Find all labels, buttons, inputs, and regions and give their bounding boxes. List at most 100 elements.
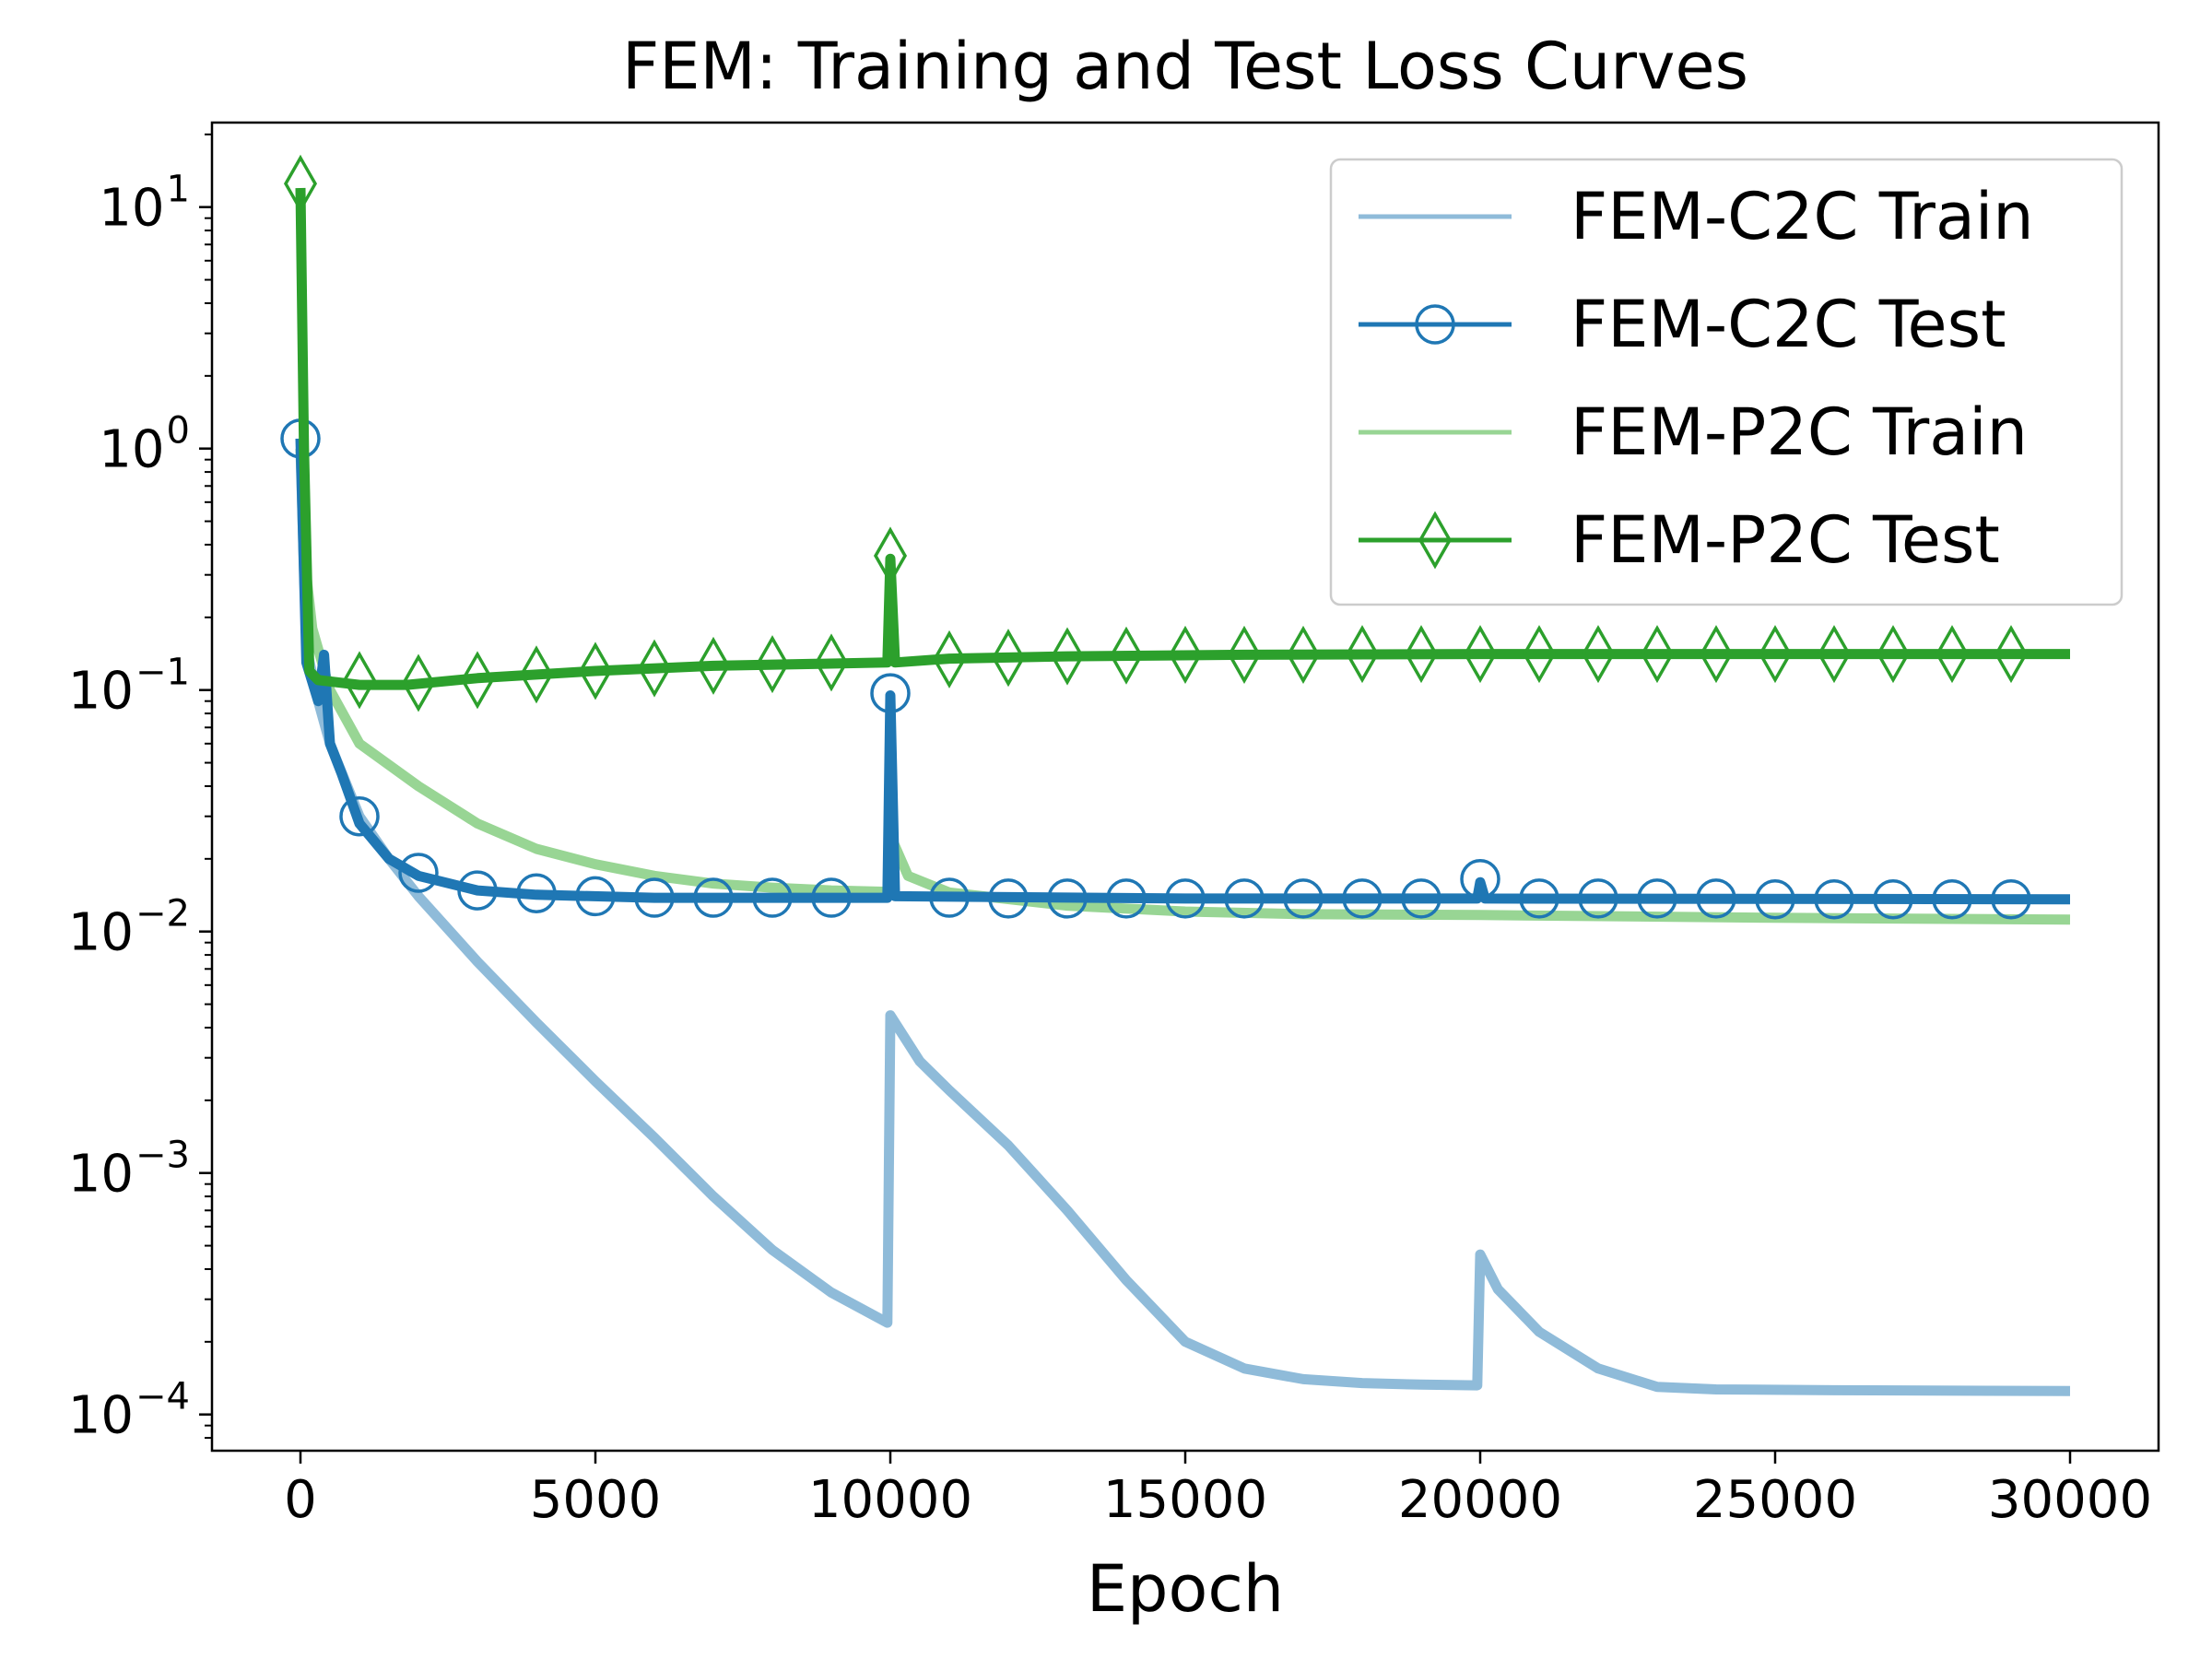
- data-point-circle: [1106, 878, 1147, 919]
- data-point-circle: [988, 878, 1029, 919]
- legend-label: FEM-P2C Test: [1571, 502, 2000, 578]
- data-point-circle: [575, 876, 616, 917]
- data-point-diamond: [1050, 627, 1085, 686]
- x-tick-label: 10000: [808, 1470, 972, 1530]
- y-tick-label: 10 −2: [68, 893, 190, 963]
- data-point-diamond: [1109, 626, 1144, 685]
- data-point-circle: [339, 795, 380, 837]
- data-point-circle: [1873, 878, 1913, 920]
- x-tick-label: 15000: [1103, 1470, 1267, 1530]
- data-point-circle: [1637, 878, 1677, 919]
- series-line: [295, 438, 2071, 905]
- data-point-diamond: [873, 526, 908, 585]
- series-fem-c2c-test: [280, 418, 2071, 920]
- y-tick-label-base: 10: [68, 662, 134, 722]
- series-fem-p2c-test: [283, 154, 2070, 712]
- data-point-circle: [1578, 878, 1618, 919]
- data-point-diamond: [1876, 625, 1911, 684]
- y-tick-label: 10 0: [99, 410, 190, 480]
- data-point-diamond: [1286, 625, 1321, 684]
- y-tick-label-base: 10: [99, 179, 164, 239]
- data-point-circle: [811, 877, 852, 918]
- y-tick-label-base: 10: [99, 420, 164, 480]
- data-point-circle: [1224, 878, 1265, 919]
- data-point-circle: [1814, 878, 1854, 920]
- legend-item: FEM-P2C Train: [1359, 394, 2028, 470]
- data-point-circle: [1519, 878, 1559, 919]
- data-point-circle: [1401, 878, 1441, 919]
- data-point-diamond: [1404, 625, 1439, 684]
- data-point-circle: [1991, 878, 2031, 920]
- legend-item: FEM-C2C Train: [1359, 179, 2034, 254]
- data-point-diamond: [1699, 625, 1734, 684]
- data-point-diamond: [460, 651, 495, 710]
- y-tick-label-exponent: −2: [135, 893, 190, 935]
- legend: FEM-C2C Train FEM-C2C Test FEM-P2C Train FE…: [1329, 158, 2124, 606]
- data-point-diamond: [637, 639, 672, 698]
- data-point-circle: [1342, 878, 1382, 919]
- chart-title: FEM: Training and Test Loss Curves: [622, 29, 1748, 104]
- y-tick-label: 10 −1: [68, 652, 190, 722]
- data-point-diamond: [1227, 625, 1262, 684]
- legend-marker-diamond: [1418, 511, 1453, 570]
- data-point-circle: [1696, 878, 1736, 919]
- data-point-diamond: [578, 641, 613, 700]
- y-tick-label: 10 1: [99, 169, 190, 239]
- data-point-diamond: [1758, 625, 1793, 684]
- x-tick-label: 5000: [530, 1470, 662, 1530]
- plot-frame: [210, 121, 2160, 1453]
- series-line: [295, 187, 2070, 690]
- x-tick-label: 0: [284, 1470, 317, 1530]
- legend-box: [1329, 158, 2124, 606]
- series-fem-c2c-train: [295, 448, 2071, 1396]
- data-point-circle: [870, 673, 911, 713]
- y-tick-label-exponent: −3: [135, 1135, 190, 1177]
- data-point-diamond: [1817, 625, 1852, 684]
- data-point-diamond: [932, 629, 967, 688]
- y-tick-label-base: 10: [68, 1145, 134, 1205]
- data-point-diamond: [696, 636, 731, 695]
- data-point-circle: [634, 877, 675, 918]
- y-tick-label-base: 10: [68, 903, 134, 963]
- y-tick-label-base: 10: [68, 1386, 134, 1446]
- data-point-circle: [752, 877, 793, 918]
- data-point-circle: [1755, 878, 1795, 920]
- data-point-circle: [693, 877, 734, 918]
- data-point-diamond: [401, 653, 436, 712]
- data-point-diamond: [814, 633, 849, 692]
- series-fem-p2c-train: [295, 448, 2071, 925]
- data-point-diamond: [1522, 625, 1557, 684]
- legend-marker-circle: [1415, 304, 1455, 345]
- x-tick-label: 20000: [1398, 1470, 1562, 1530]
- series-layer: [280, 154, 2071, 1396]
- data-point-circle: [398, 853, 439, 893]
- legend-label: FEM-C2C Train: [1571, 179, 2034, 254]
- data-point-diamond: [991, 629, 1026, 688]
- data-point-diamond: [1581, 625, 1616, 684]
- data-point-diamond: [1345, 625, 1380, 684]
- series-line: [295, 448, 2071, 1396]
- legend-label: FEM-C2C Test: [1571, 287, 2006, 362]
- legend-item: FEM-C2C Test: [1359, 287, 2006, 362]
- data-point-circle: [1460, 858, 1500, 900]
- x-axis-label: Epoch: [1087, 1551, 1284, 1627]
- data-point-diamond: [1994, 625, 2029, 684]
- data-point-diamond: [519, 645, 554, 704]
- y-tick-label-exponent: −4: [135, 1376, 190, 1418]
- data-point-diamond: [1935, 625, 1970, 684]
- y-tick-label: 10 −4: [68, 1376, 190, 1446]
- data-point-diamond: [1640, 625, 1675, 684]
- y-tick-label-exponent: 1: [167, 169, 190, 211]
- data-point-diamond: [342, 651, 377, 710]
- y-tick-label-exponent: 0: [167, 410, 190, 453]
- data-point-diamond: [1168, 625, 1203, 684]
- data-point-circle: [1047, 878, 1088, 919]
- x-tick-label: 30000: [1988, 1470, 2152, 1530]
- data-point-diamond: [1463, 625, 1498, 684]
- data-point-diamond: [283, 154, 318, 213]
- data-point-circle: [516, 873, 557, 913]
- data-point-diamond: [755, 635, 790, 694]
- series-line: [295, 448, 2071, 925]
